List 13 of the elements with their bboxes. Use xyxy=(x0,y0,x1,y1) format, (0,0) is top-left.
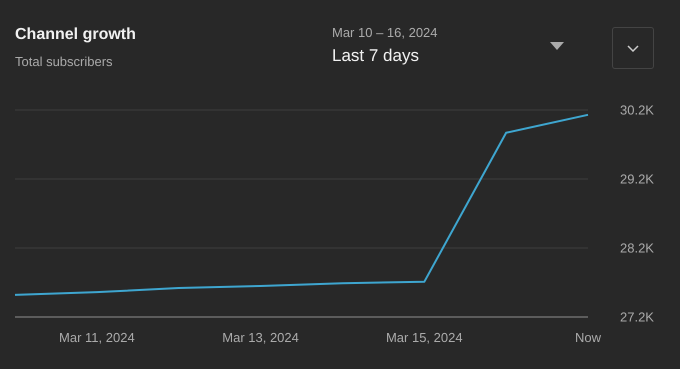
y-tick-label: 30.2K xyxy=(620,102,654,118)
line-series xyxy=(14,114,589,296)
x-tick-label: Now xyxy=(574,330,602,346)
text: Mar 10 – 16, 2024 xyxy=(332,25,438,40)
x-tick-label: Mar 13, 2024 xyxy=(222,330,299,346)
text: Last 7 days xyxy=(332,46,419,66)
x-tick-label: Mar 15, 2024 xyxy=(386,330,463,346)
y-tick-label: 29.2K xyxy=(620,172,654,187)
y-tick-label: 28.2K xyxy=(620,240,654,256)
y-tick-label: 27.2K xyxy=(620,310,654,325)
x-tick-label: Mar 11, 2024 xyxy=(59,330,135,346)
chart-subtitle: Total subscribers xyxy=(15,54,113,69)
chart-title: Channel growth xyxy=(15,26,136,44)
